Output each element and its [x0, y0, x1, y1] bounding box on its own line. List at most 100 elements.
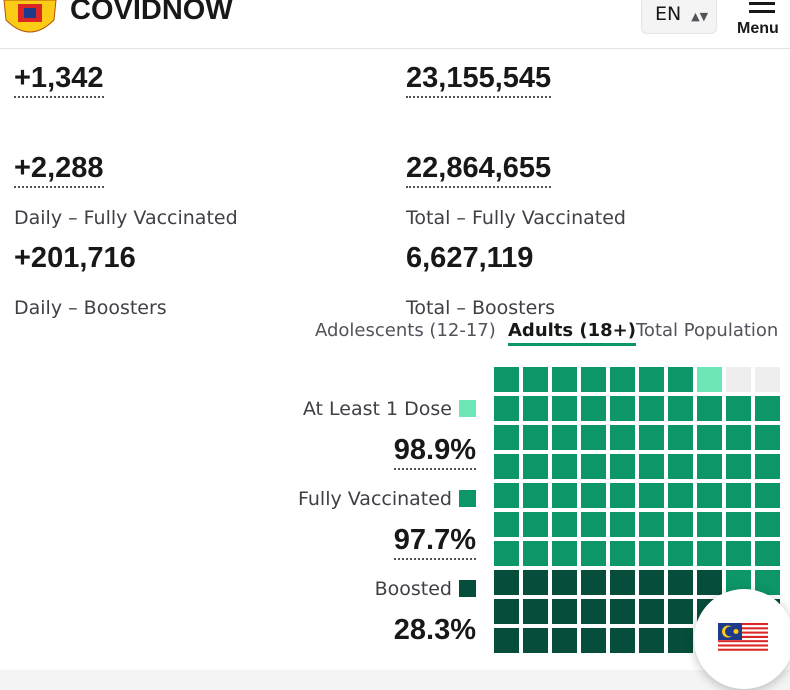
- tab[interactable]: Total Population: [636, 320, 779, 341]
- waffle-cell: [697, 483, 722, 508]
- flag-stripe: [718, 642, 768, 645]
- waffle-cell: [552, 367, 577, 392]
- waffle-cell: [697, 367, 722, 392]
- flag-stripe: [718, 650, 768, 653]
- waffle-cell: [668, 541, 693, 566]
- stat-label: Total – Fully Vaccinated: [406, 207, 626, 229]
- waffle-cell: [755, 396, 780, 421]
- legend-swatch: [459, 580, 476, 597]
- waffle-cell: [610, 599, 635, 624]
- waffle-cell: [581, 454, 606, 479]
- waffle-cell: [726, 483, 751, 508]
- waffle-cell: [726, 541, 751, 566]
- legend-text: At Least 1 Dose: [302, 398, 452, 420]
- stat-value: +1,342: [14, 62, 104, 98]
- stat-value: +201,716: [14, 242, 136, 274]
- waffle-cell: [494, 599, 519, 624]
- waffle-cell: [639, 454, 664, 479]
- waffle-cell: [726, 367, 751, 392]
- waffle-cell: [668, 599, 693, 624]
- language: EN: [655, 3, 682, 25]
- waffle-cell: [552, 628, 577, 653]
- waffle-cell: [581, 541, 606, 566]
- legend-text: Fully Vaccinated: [298, 488, 452, 510]
- legend-percent: 28.3%: [393, 614, 476, 646]
- waffle-cell: [610, 454, 635, 479]
- waffle-cell: [523, 628, 548, 653]
- waffle-cell: [552, 396, 577, 421]
- brand[interactable]: COVIDNOW: [70, 0, 233, 26]
- waffle-cell: [697, 570, 722, 595]
- stat-value: +2,288: [14, 152, 104, 188]
- waffle-cell: [552, 599, 577, 624]
- menu-label[interactable]: Menu: [737, 20, 779, 37]
- waffle-cell: [523, 512, 548, 537]
- waffle-cell: [581, 483, 606, 508]
- waffle-cell: [668, 425, 693, 450]
- waffle-cell: [581, 628, 606, 653]
- stat-value: 23,155,545: [406, 62, 552, 98]
- legend-label: Fully Vaccinated: [298, 488, 476, 510]
- flag-stripe: [718, 623, 768, 626]
- legend-percent: 98.9%: [393, 434, 476, 470]
- flag-stripe: [718, 640, 768, 643]
- waffle-cell: [494, 512, 519, 537]
- waffle-cell: [668, 367, 693, 392]
- waffle-cell: [523, 570, 548, 595]
- waffle-cell: [668, 628, 693, 653]
- waffle-cell: [552, 512, 577, 537]
- waffle-cell: [697, 512, 722, 537]
- stat-value: 22,864,655: [406, 152, 552, 188]
- waffle-cell: [726, 512, 751, 537]
- flag-stripe: [718, 644, 768, 647]
- waffle-cell: [581, 570, 606, 595]
- header: COVIDNOW EN ▲▼ Menu: [0, 0, 790, 49]
- waffle-cell: [552, 454, 577, 479]
- waffle-cell: [639, 628, 664, 653]
- waffle-cell: [552, 541, 577, 566]
- waffle-cell: [494, 425, 519, 450]
- menu-icon[interactable]: [749, 0, 775, 18]
- waffle-cell: [494, 570, 519, 595]
- waffle-cell: [610, 367, 635, 392]
- waffle-cell: [552, 483, 577, 508]
- flag-button[interactable]: [694, 589, 790, 689]
- waffle-cell: [668, 512, 693, 537]
- tab[interactable]: Adults (18+): [508, 320, 636, 346]
- waffle-cell: [581, 512, 606, 537]
- flag-stripe: [718, 627, 768, 630]
- waffle-cell: [639, 367, 664, 392]
- waffle-cell: [639, 396, 664, 421]
- waffle-cell: [494, 367, 519, 392]
- waffle-cell: [610, 628, 635, 653]
- waffle-cell: [726, 425, 751, 450]
- waffle-cell: [668, 396, 693, 421]
- waffle-cell: [523, 541, 548, 566]
- waffle-cell: [610, 396, 635, 421]
- tab[interactable]: Adolescents (12-17): [315, 320, 496, 341]
- flag-stripe: [718, 631, 768, 634]
- waffle-cell: [755, 425, 780, 450]
- waffle-cell: [726, 396, 751, 421]
- waffle-cell: [639, 570, 664, 595]
- stat-label: Daily – Fully Vaccinated: [14, 207, 238, 229]
- waffle-cell: [494, 628, 519, 653]
- waffle-cell: [523, 599, 548, 624]
- language-select[interactable]: EN ▲▼: [641, 0, 717, 34]
- waffle-cell: [552, 425, 577, 450]
- legend-text: Boosted: [374, 578, 452, 600]
- stat-label: Total – Boosters: [406, 297, 555, 319]
- waffle-cell: [581, 425, 606, 450]
- flag-stripe: [718, 635, 768, 638]
- waffle-cell: [523, 425, 548, 450]
- waffle-cell: [610, 541, 635, 566]
- waffle-cell: [581, 599, 606, 624]
- waffle-cell: [523, 367, 548, 392]
- waffle-cell: [552, 570, 577, 595]
- logo: [3, 0, 57, 33]
- waffle-cell: [494, 541, 519, 566]
- waffle-cell: [523, 396, 548, 421]
- waffle-cell: [755, 541, 780, 566]
- waffle-cell: [523, 483, 548, 508]
